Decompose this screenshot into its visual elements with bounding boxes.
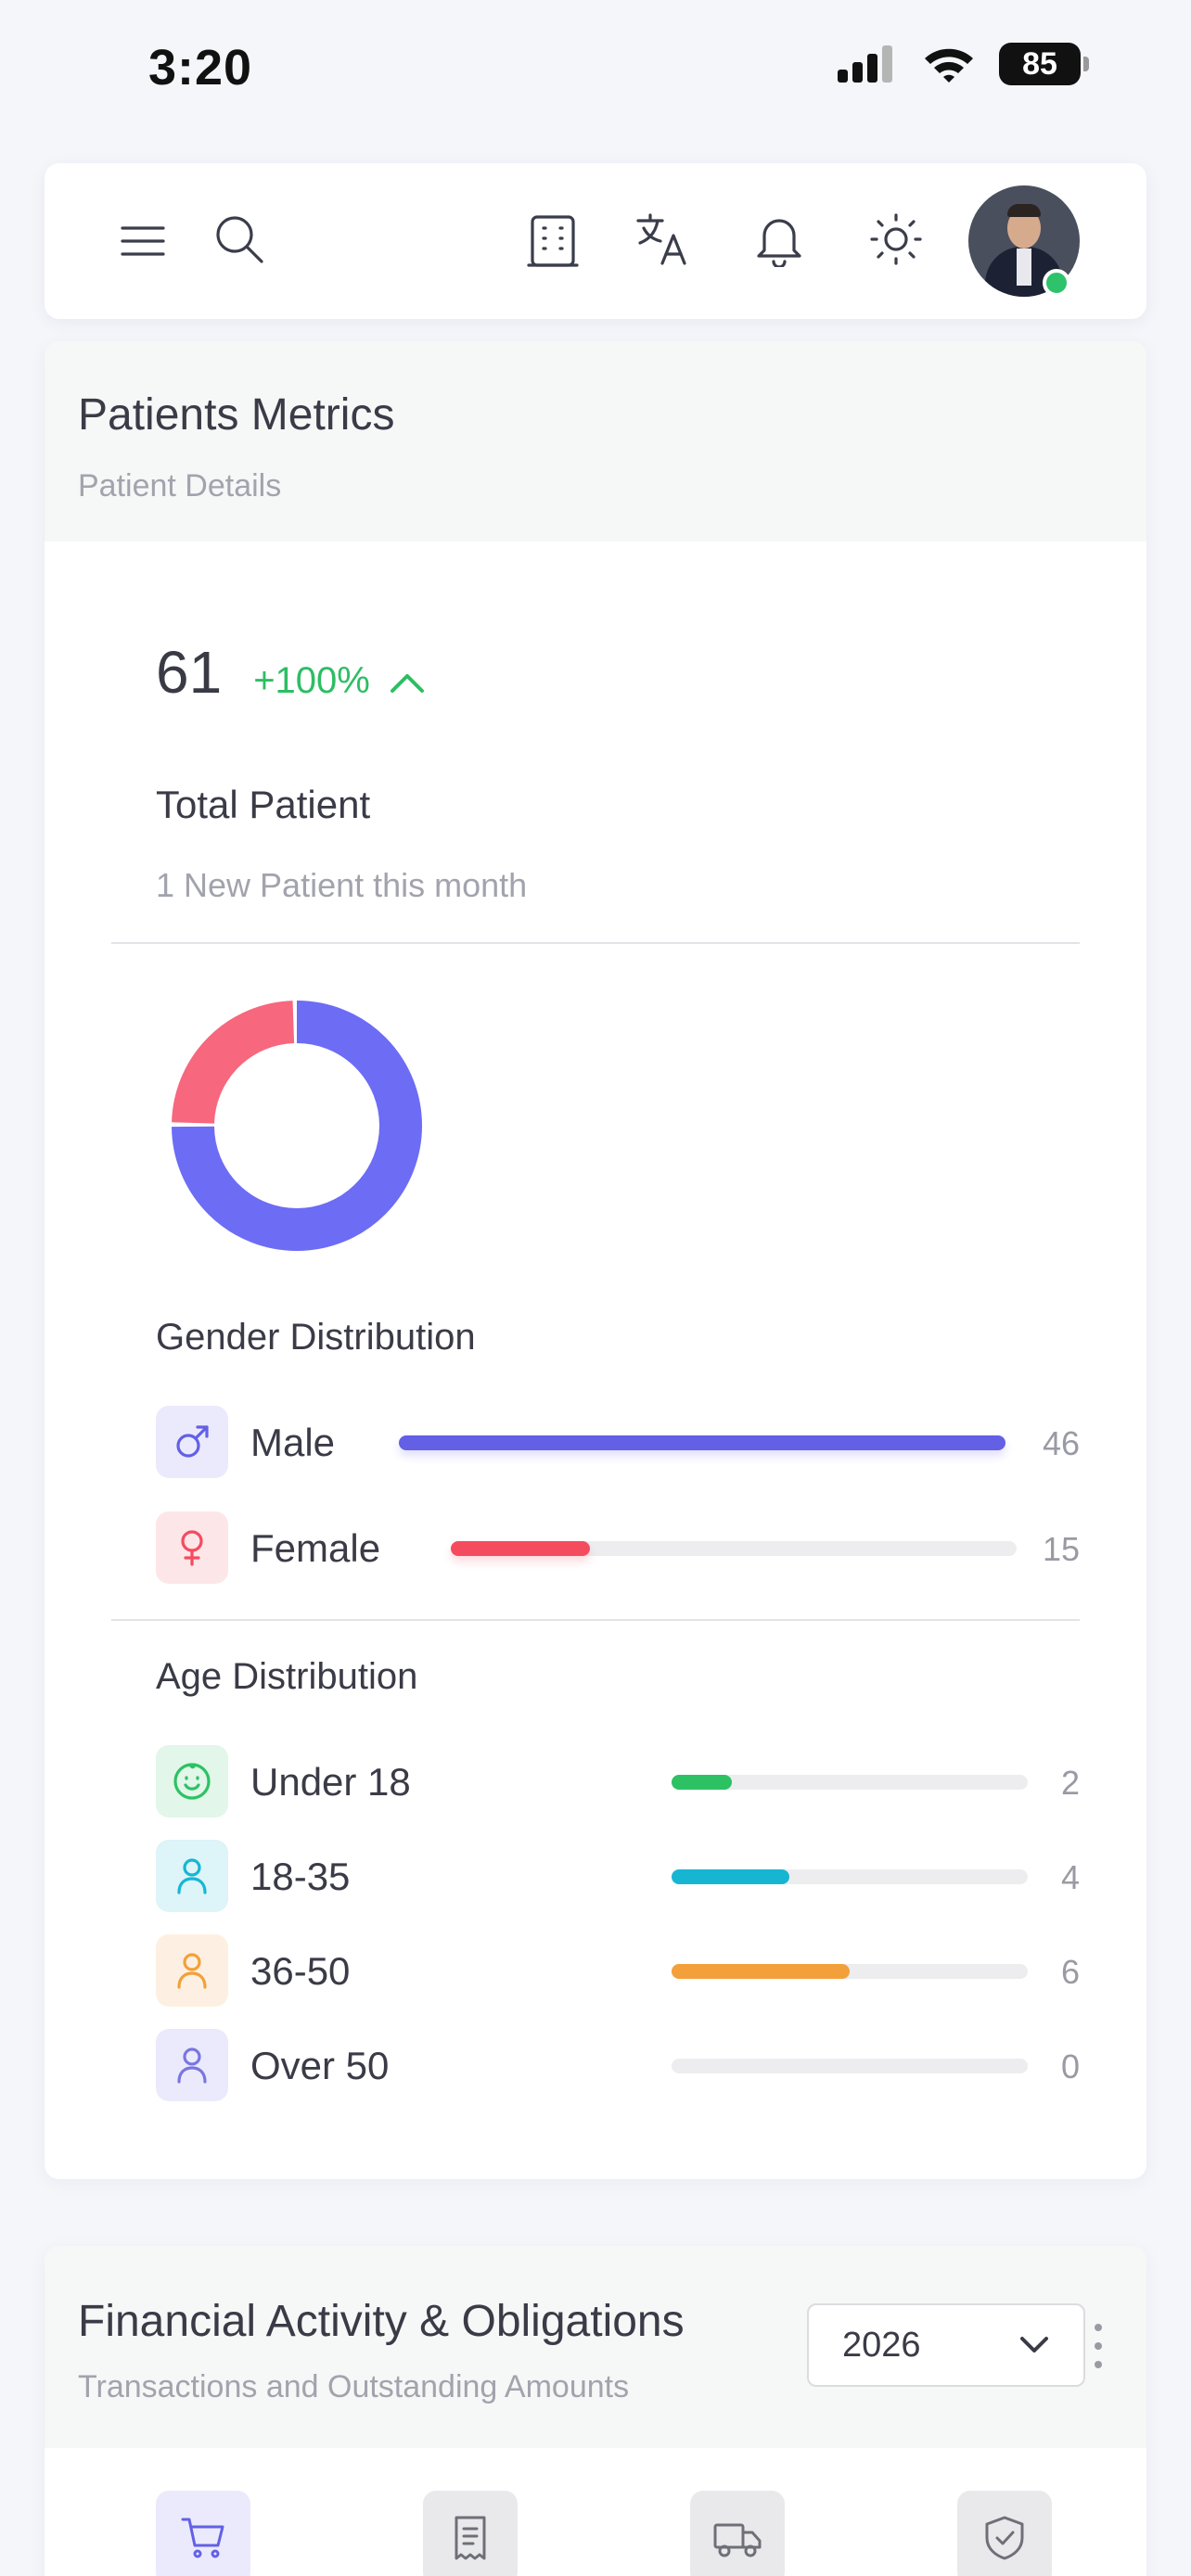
status-icons: 85 — [836, 43, 1089, 85]
menu-icon[interactable] — [109, 208, 176, 274]
progress-fill-18-35 — [672, 1869, 789, 1884]
card-title: Financial Activity & Obligations — [78, 2297, 685, 2346]
online-status-dot — [1043, 269, 1070, 297]
male-icon — [156, 1406, 228, 1478]
age-label: Over 50 — [250, 2044, 390, 2087]
female-icon — [156, 1511, 228, 1584]
wifi-icon — [925, 48, 973, 83]
progress-track — [672, 2059, 1028, 2073]
age-row-under-18: Under 18 2 — [156, 1745, 1080, 1819]
age-label: 36-50 — [250, 1949, 351, 1993]
gender-donut-chart — [172, 1001, 422, 1251]
tab-insurance[interactable] — [957, 2491, 1052, 2576]
total-patient-label: Total Patient — [156, 783, 371, 826]
age-value: 0 — [1060, 2047, 1080, 2085]
gender-row-male: Male 46 — [156, 1406, 1080, 1480]
cart-icon — [181, 2518, 224, 2558]
truck-icon — [713, 2523, 762, 2557]
receipt-icon — [455, 2516, 486, 2560]
building-icon[interactable] — [519, 208, 586, 274]
cellular-signal-icon — [838, 45, 892, 83]
gender-value: 46 — [1042, 1424, 1080, 1462]
age-value: 4 — [1060, 1858, 1080, 1896]
progress-fill-male — [399, 1435, 1005, 1450]
total-patients-value: 61 — [156, 639, 223, 706]
battery-indicator: 85 — [999, 43, 1089, 85]
change-percent-text: +100% — [253, 660, 370, 701]
gender-row-female: Female 15 — [156, 1511, 1080, 1586]
baby-icon — [156, 1745, 228, 1817]
shield-check-icon — [985, 2516, 1024, 2560]
progress-track — [672, 1869, 1028, 1884]
chevron-up-icon — [390, 673, 424, 693]
status-time: 3:20 — [148, 40, 253, 96]
search-icon[interactable] — [206, 206, 273, 273]
gender-distribution-title: Gender Distribution — [156, 1317, 476, 1358]
age-value: 2 — [1060, 1764, 1080, 1802]
card-subtitle: Patient Details — [78, 468, 282, 504]
tab-deliveries[interactable] — [690, 2491, 785, 2576]
more-options-icon[interactable] — [1080, 2318, 1117, 2374]
divider — [111, 1619, 1080, 1621]
gender-label: Male — [250, 1421, 336, 1464]
gender-label: Female — [250, 1526, 381, 1570]
progress-track — [672, 1775, 1028, 1790]
year-select-value: 2026 — [842, 2325, 921, 2365]
battery-level: 85 — [999, 43, 1081, 85]
change-percent: +100% — [253, 660, 426, 702]
person-icon — [156, 1934, 228, 2007]
person-icon — [156, 1840, 228, 1912]
tab-invoices[interactable] — [423, 2491, 518, 2576]
age-row-36-50: 36-50 6 — [156, 1934, 1080, 2009]
progress-track — [451, 1541, 1017, 1556]
progress-fill-under-18 — [672, 1775, 733, 1790]
divider — [111, 942, 1080, 944]
patients-metrics-card: Patients Metrics Patient Details 61 +100… — [45, 341, 1146, 2179]
card-title: Patients Metrics — [78, 390, 395, 440]
progress-track — [399, 1435, 1005, 1450]
progress-fill-36-50 — [672, 1964, 850, 1979]
card-header: Patients Metrics Patient Details — [45, 341, 1146, 542]
age-row-over-50: Over 50 0 — [156, 2029, 1080, 2103]
year-select[interactable]: 2026 — [807, 2303, 1085, 2387]
top-navbar — [45, 163, 1146, 319]
card-subtitle: Transactions and Outstanding Amounts — [78, 2369, 630, 2404]
translate-icon[interactable] — [629, 206, 696, 273]
total-metric: 61 +100% — [156, 638, 426, 707]
age-distribution-title: Age Distribution — [156, 1656, 418, 1697]
age-label: Under 18 — [250, 1760, 411, 1804]
age-row-18-35: 18-35 4 — [156, 1840, 1080, 1914]
progress-track — [672, 1964, 1028, 1979]
donut-segment-male — [172, 1001, 422, 1251]
person-icon — [156, 2029, 228, 2101]
chevron-down-icon — [1020, 2337, 1048, 2353]
card-header: Financial Activity & Obligations Transac… — [45, 2246, 1146, 2448]
new-patient-note: 1 New Patient this month — [156, 866, 528, 904]
bell-icon[interactable] — [746, 206, 813, 273]
gender-value: 15 — [1042, 1530, 1080, 1568]
tab-orders[interactable] — [156, 2491, 250, 2576]
sun-icon[interactable] — [863, 206, 929, 273]
status-bar: 3:20 85 — [0, 0, 1191, 139]
age-value: 6 — [1060, 1953, 1080, 1991]
age-label: 18-35 — [250, 1855, 351, 1898]
progress-fill-female — [451, 1541, 591, 1556]
